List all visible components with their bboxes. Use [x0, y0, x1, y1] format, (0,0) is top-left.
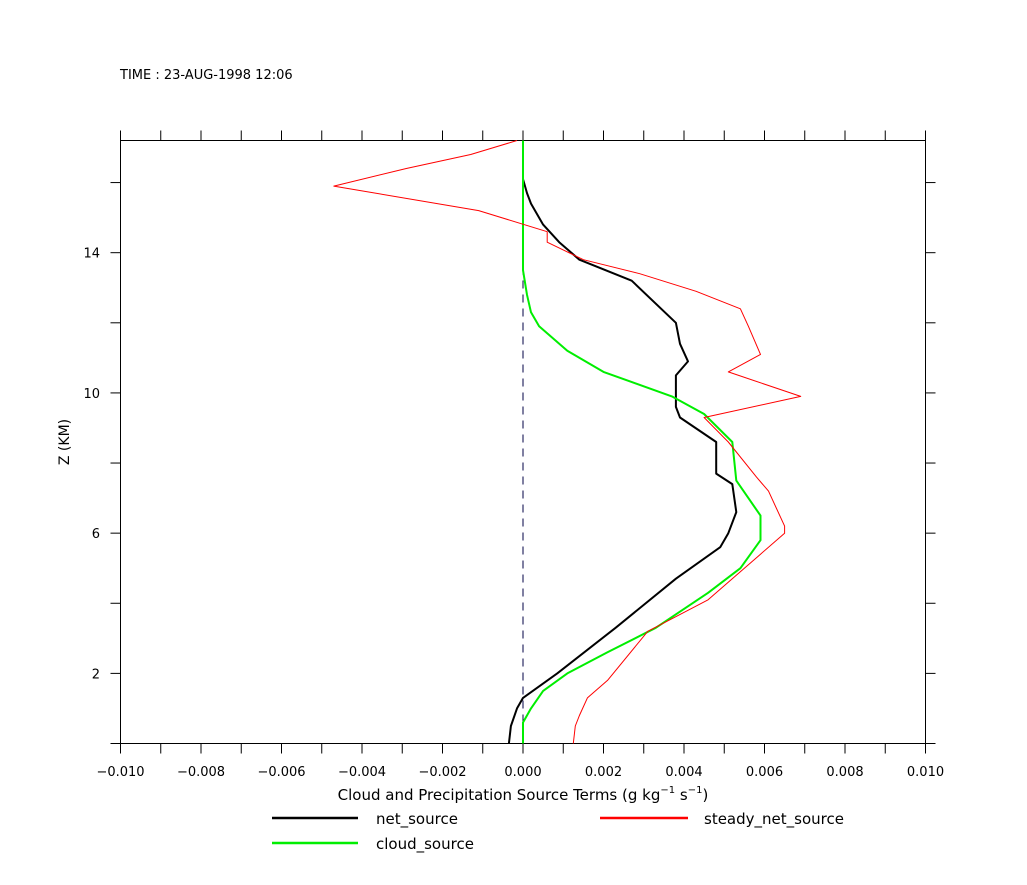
series-cloud-source	[522, 140, 762, 744]
y-tick-label: 2	[92, 667, 100, 682]
x-axis-label: Cloud and Precipitation Source Terms (g …	[338, 785, 709, 804]
x-tick-label: −0.006	[257, 765, 305, 780]
legend-label-net-source: net_source	[376, 810, 458, 829]
x-tick-label: 0.002	[585, 765, 622, 780]
legend-label-cloud-source: cloud_source	[376, 835, 474, 854]
x-tick-label: −0.010	[96, 765, 144, 780]
x-tick-label: −0.002	[418, 765, 466, 780]
x-tick-label: 0.010	[907, 765, 944, 780]
x-tick-label: 0.008	[826, 765, 863, 780]
series-steady-net-source	[333, 140, 802, 744]
series-net-source	[507, 140, 738, 744]
axis-ticks	[110, 130, 936, 754]
x-tick-labels: −0.010 −0.008 −0.006 −0.004 −0.002 0.000 0.002…	[96, 765, 944, 780]
y-tick-labels: 2 6 10 14	[83, 247, 100, 683]
x-tick-label: 0.000	[504, 765, 541, 780]
x-tick-label: −0.004	[338, 765, 386, 780]
y-tick-label: 10	[83, 387, 100, 402]
x-tick-label: 0.004	[665, 765, 702, 780]
x-tick-label: −0.008	[177, 765, 225, 780]
chart-title: TIME : 23-AUG-1998 12:06	[119, 68, 293, 83]
y-axis-label: Z (KM)	[57, 419, 73, 465]
legend-label-steady-net-source: steady_net_source	[704, 810, 844, 829]
y-tick-label: 14	[83, 247, 100, 262]
series-lines	[333, 140, 802, 744]
y-tick-label: 6	[92, 527, 100, 542]
x-tick-label: 0.006	[746, 765, 783, 780]
legend: net_source cloud_source steady_net_sourc…	[272, 810, 844, 854]
